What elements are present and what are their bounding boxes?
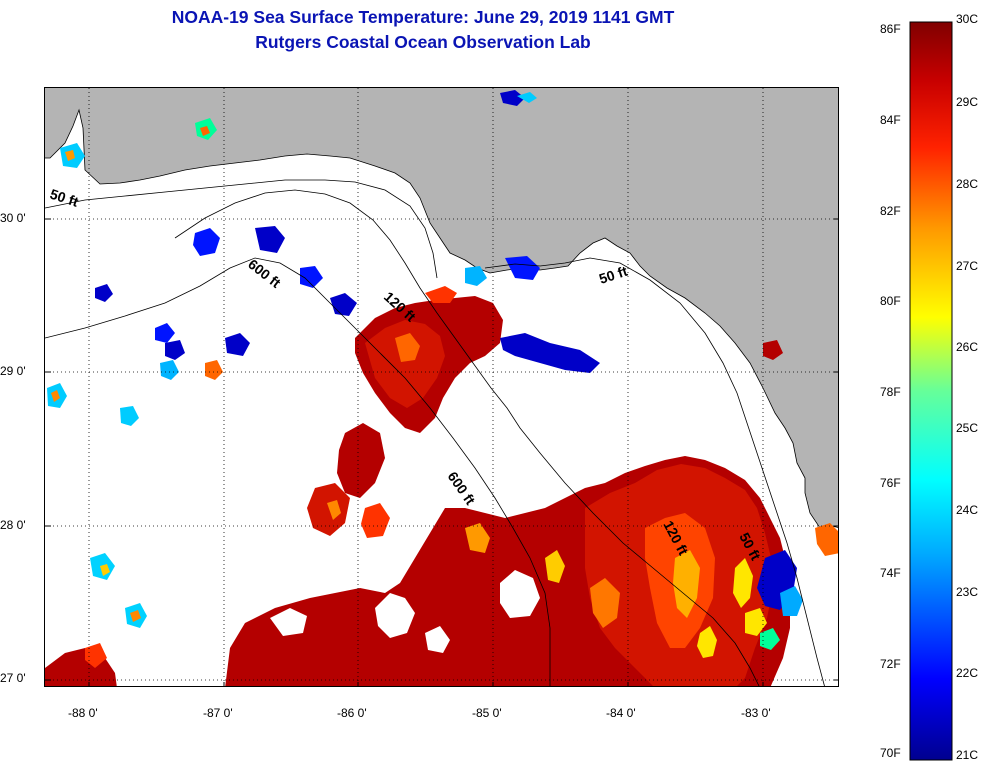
cb-f-74: 74F <box>880 566 901 580</box>
contour-50ft-east <box>484 257 825 686</box>
depth-contours <box>45 179 825 686</box>
cb-f-84: 84F <box>880 113 901 127</box>
cb-c-30: 30C <box>956 12 979 26</box>
lat-label-27: 27 0' <box>0 671 26 685</box>
map-title: NOAA-19 Sea Surface Temperature: June 29… <box>171 7 675 27</box>
cb-c-21: 21C <box>956 748 979 762</box>
cb-c-25: 25C <box>956 421 979 435</box>
cb-c-28: 28C <box>956 177 979 191</box>
cb-f-78: 78F <box>880 385 901 399</box>
contour-600ft <box>45 257 551 686</box>
sst-temperature-layer <box>45 90 838 686</box>
cb-c-26: 26C <box>956 340 979 354</box>
map-subtitle: Rutgers Coastal Ocean Observation Lab <box>255 32 591 52</box>
land-area <box>45 88 838 528</box>
cb-f-76: 76F <box>880 476 901 490</box>
cb-f-86: 86F <box>880 22 901 36</box>
lon-label-86: -86 0' <box>337 706 367 720</box>
coastline <box>45 108 838 529</box>
sst-map: 50 ft 600 ft 120 ft 50 ft 600 ft 120 ft … <box>44 87 839 687</box>
cb-f-80: 80F <box>880 294 901 308</box>
axis-ticks <box>45 218 838 686</box>
cb-c-29: 29C <box>956 95 979 109</box>
cb-f-82: 82F <box>880 204 901 218</box>
cb-c-23: 23C <box>956 585 979 599</box>
lon-label-85: -85 0' <box>472 706 502 720</box>
cb-c-22: 22C <box>956 666 979 680</box>
lat-label-30: 30 0' <box>0 211 26 225</box>
lon-label-88: -88 0' <box>68 706 98 720</box>
graticule <box>45 88 838 686</box>
cb-f-72: 72F <box>880 657 901 671</box>
lon-label-84: -84 0' <box>606 706 636 720</box>
contour-120ft <box>174 189 760 686</box>
cb-f-70: 70F <box>880 746 901 760</box>
cb-c-24: 24C <box>956 503 979 517</box>
lat-label-28: 28 0' <box>0 518 26 532</box>
lon-label-87: -87 0' <box>203 706 233 720</box>
lat-label-29: 29 0' <box>0 364 26 378</box>
cb-c-27: 27C <box>956 259 979 273</box>
lon-label-83: -83 0' <box>741 706 771 720</box>
contour-50ft-west <box>45 179 438 279</box>
colorbar-gradient <box>909 21 953 761</box>
